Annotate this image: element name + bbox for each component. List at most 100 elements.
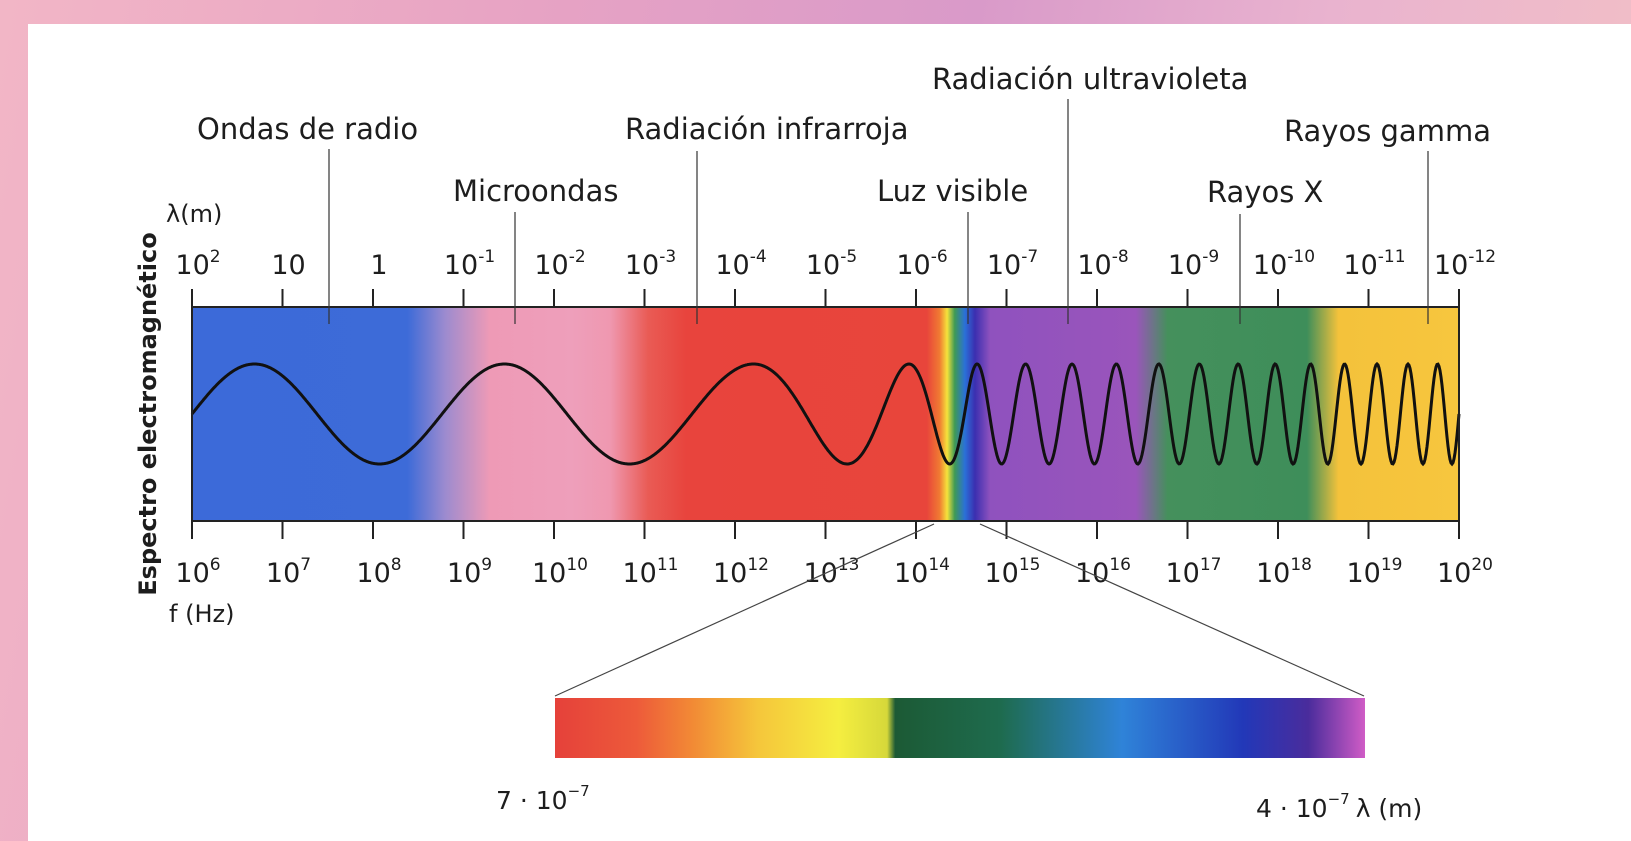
frequency-tick-label: 1011 bbox=[623, 555, 679, 589]
zoom-line-right bbox=[979, 523, 1365, 697]
wave-curve bbox=[190, 361, 1461, 467]
electromagnetic-spectrum-diagram: Ondas de radio Microondas Radiación infr… bbox=[134, 62, 1496, 823]
wavelength-tick-label-base: 10 bbox=[1077, 250, 1111, 281]
frequency-tick-label-base: 10 bbox=[1166, 558, 1200, 589]
wavelength-tick-label-base: 10 bbox=[987, 250, 1021, 281]
label-gamma-rays: Rayos gamma bbox=[1284, 114, 1491, 148]
frequency-tick-label-base: 10 bbox=[1437, 558, 1471, 589]
frequency-tick-label: 107 bbox=[266, 555, 311, 589]
wavelength-tick-label-base: 10 bbox=[175, 250, 209, 281]
wavelength-tick-label-exponent: -2 bbox=[569, 247, 586, 267]
wavelength-tick-label-base: 10 bbox=[1343, 250, 1377, 281]
visible-right-unit: λ (m) bbox=[1356, 794, 1423, 823]
wavelength-tick-label-exponent: -10 bbox=[1287, 247, 1315, 267]
frequency-tick-label: 1016 bbox=[1075, 555, 1131, 589]
frequency-tick-label-base: 10 bbox=[804, 558, 838, 589]
wavelength-tick-label-exponent: 2 bbox=[210, 247, 221, 267]
wavelength-tick-label: 10-7 bbox=[987, 247, 1038, 281]
frequency-tick-label: 1019 bbox=[1347, 555, 1403, 589]
zoom-line-left bbox=[554, 523, 935, 697]
frequency-tick-label-base: 10 bbox=[356, 558, 390, 589]
category-markers bbox=[328, 99, 1429, 324]
frequency-tick-label: 1020 bbox=[1437, 555, 1493, 589]
wavelength-tick-label-base: 10 bbox=[625, 250, 659, 281]
frequency-tick-label: 106 bbox=[175, 555, 220, 589]
frequency-tick-label-exponent: 13 bbox=[838, 555, 860, 575]
wavelength-tick-label: 10-6 bbox=[896, 247, 947, 281]
visible-left-mantissa: 7 · 10 bbox=[496, 786, 568, 815]
frequency-tick-label: 1015 bbox=[985, 555, 1041, 589]
wavelength-tick-label-base: 10 bbox=[896, 250, 930, 281]
frequency-tick-label-exponent: 11 bbox=[657, 555, 679, 575]
frequency-tick-label-exponent: 17 bbox=[1200, 555, 1222, 575]
frequency-tick-label: 1010 bbox=[532, 555, 588, 589]
wavelength-tick-label-base: 10 bbox=[271, 250, 305, 281]
frequency-tick-label: 109 bbox=[447, 555, 492, 589]
frequency-tick-label-base: 10 bbox=[175, 558, 209, 589]
wavelength-tick-label-exponent: -4 bbox=[750, 247, 767, 267]
frequency-tick-label-exponent: 8 bbox=[391, 555, 402, 575]
wavelength-tick-label-base: 10 bbox=[715, 250, 749, 281]
frequency-tick-label-base: 10 bbox=[266, 558, 300, 589]
frequency-tick-label-exponent: 12 bbox=[747, 555, 769, 575]
wavelength-tick-label: 1 bbox=[370, 250, 387, 281]
wavelength-tick-label-base: 1 bbox=[370, 250, 387, 281]
wavelength-tick-label-base: 10 bbox=[1434, 250, 1468, 281]
frequency-tick-label-exponent: 10 bbox=[566, 555, 588, 575]
wavelength-tick-label-base: 10 bbox=[1253, 250, 1287, 281]
frequency-tick-label: 1014 bbox=[894, 555, 950, 589]
frequency-tick-label: 1017 bbox=[1166, 555, 1222, 589]
wavelength-tick-label-exponent: -3 bbox=[659, 247, 676, 267]
wavelength-tick-label: 10-2 bbox=[534, 247, 585, 281]
frequency-tick-label-exponent: 19 bbox=[1381, 555, 1403, 575]
visible-right-mantissa: 4 · 10 bbox=[1256, 794, 1328, 823]
frequency-tick-label-base: 10 bbox=[894, 558, 928, 589]
frequency-tick-label-exponent: 7 bbox=[300, 555, 311, 575]
wavelength-tick-label-exponent: -6 bbox=[931, 247, 948, 267]
frequency-tick-label-exponent: 20 bbox=[1471, 555, 1493, 575]
frequency-tick-label-base: 10 bbox=[985, 558, 1019, 589]
wavelength-tick-label: 10-3 bbox=[625, 247, 676, 281]
frequency-tick-label-base: 10 bbox=[1347, 558, 1381, 589]
frequency-tick-label-exponent: 9 bbox=[481, 555, 492, 575]
frequency-tick-label: 1013 bbox=[804, 555, 860, 589]
spectrum-band bbox=[192, 307, 1459, 521]
wavelength-tick-label-exponent: -5 bbox=[840, 247, 857, 267]
frequency-tick-labels: 106 107 108 109 1010 1011 1012 1013 1014 1015 1016… bbox=[175, 555, 1493, 589]
label-microwave: Microondas bbox=[453, 174, 618, 208]
wavelength-tick-label: 10-5 bbox=[806, 247, 857, 281]
label-infrared: Radiación infrarroja bbox=[625, 112, 908, 146]
wavelength-tick-label-base: 10 bbox=[1168, 250, 1202, 281]
wavelength-tick-label: 10-10 bbox=[1253, 247, 1315, 281]
visible-left-exponent: −7 bbox=[568, 782, 590, 800]
wavelength-tick-label: 10 bbox=[271, 250, 305, 281]
frequency-tick-label-exponent: 18 bbox=[1290, 555, 1312, 575]
wavelength-tick-label: 10-4 bbox=[715, 247, 766, 281]
frequency-tick-label-exponent: 15 bbox=[1019, 555, 1041, 575]
wavelength-tick-label-exponent: -12 bbox=[1468, 247, 1496, 267]
frequency-tick-label-base: 10 bbox=[447, 558, 481, 589]
frequency-unit: f (Hz) bbox=[169, 600, 234, 628]
wavelength-tick-label: 10-1 bbox=[444, 247, 495, 281]
frequency-tick-label: 1018 bbox=[1256, 555, 1312, 589]
frequency-tick-label: 1012 bbox=[713, 555, 769, 589]
frequency-tick-label-exponent: 6 bbox=[210, 555, 221, 575]
wavelength-tick-label: 102 bbox=[175, 247, 220, 281]
wavelength-tick-label: 10-12 bbox=[1434, 247, 1496, 281]
tick-marks bbox=[191, 289, 1460, 539]
frequency-tick-label: 108 bbox=[356, 555, 401, 589]
wavelength-tick-label-exponent: -9 bbox=[1202, 247, 1219, 267]
wavelength-tick-label-exponent: -1 bbox=[478, 247, 495, 267]
diagram-card: Ondas de radio Microondas Radiación infr… bbox=[28, 24, 1631, 841]
wavelength-tick-label: 10-8 bbox=[1077, 247, 1128, 281]
frequency-tick-label-base: 10 bbox=[532, 558, 566, 589]
visible-spectrum-strip bbox=[555, 698, 1365, 758]
wavelength-tick-label-base: 10 bbox=[806, 250, 840, 281]
label-visible-light: Luz visible bbox=[877, 174, 1028, 208]
label-x-rays: Rayos X bbox=[1207, 175, 1323, 209]
wavelength-tick-label-exponent: -7 bbox=[1021, 247, 1038, 267]
wavelength-tick-label-exponent: -8 bbox=[1112, 247, 1129, 267]
frequency-tick-label-exponent: 16 bbox=[1109, 555, 1131, 575]
frequency-tick-label-base: 10 bbox=[713, 558, 747, 589]
wavelength-tick-label: 10-11 bbox=[1343, 247, 1405, 281]
